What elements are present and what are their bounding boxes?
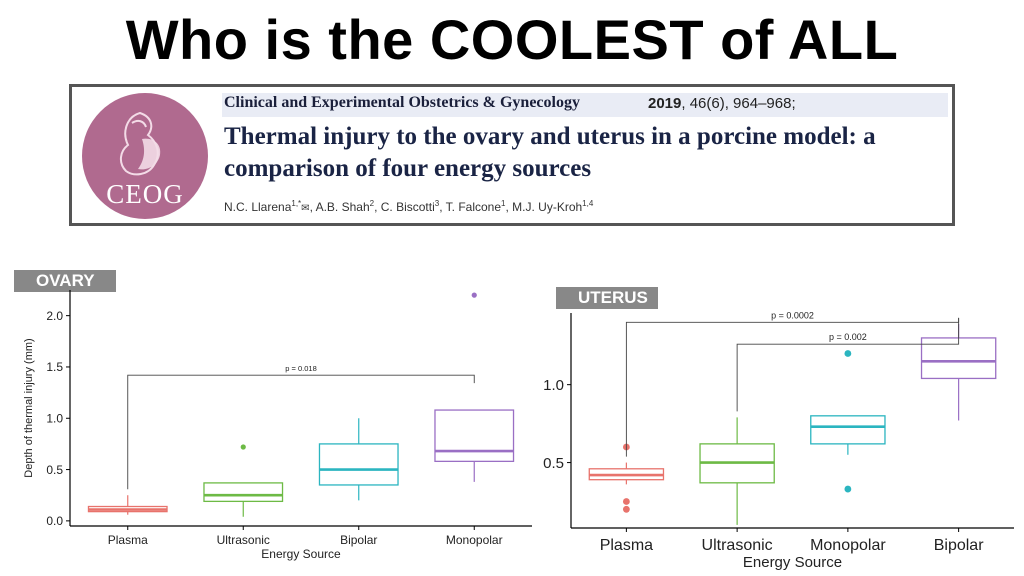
slide-title: Who is the COOLEST of ALL — [125, 8, 899, 71]
x-tick-label: Bipolar — [934, 537, 984, 554]
x-axis-label: Energy Source — [743, 554, 842, 571]
journal-bar — [222, 93, 948, 117]
significance-bracket — [625, 317, 960, 457]
author-name[interactable]: N.C. Llarena — [224, 200, 292, 214]
author-affiliation: 3 — [434, 199, 440, 208]
author-name[interactable]: M.J. Uy-Kroh — [512, 200, 583, 214]
x-tick-label: Monopolar — [446, 533, 503, 547]
uterus-box-plot: 0.5 1.0 Plasma Ultrasonic Monopolar Bipolar p … — [543, 310, 1014, 571]
y-tick-label: 1.0 — [46, 411, 63, 425]
author-affiliation: 1 — [501, 199, 506, 208]
box-outlier — [622, 498, 630, 505]
box-outlier — [844, 350, 852, 357]
x-axis-label: Energy Source — [261, 547, 341, 561]
journal-volume: , 46(6), 964–968; — [681, 95, 796, 112]
x-tick-label: Bipolar — [340, 533, 377, 547]
y-tick-label: 1.5 — [46, 360, 63, 374]
author-affiliation: 1,4 — [582, 199, 594, 208]
author-affiliation: 1,* — [291, 199, 302, 208]
box-outlier — [844, 485, 852, 493]
p-value-label: p = 0.018 — [285, 364, 317, 373]
author-affiliation: 2 — [369, 199, 375, 208]
box-iqr — [434, 409, 515, 463]
box-iqr — [203, 482, 284, 503]
journal-citation: 2019, 46(6), 964–968; — [648, 95, 796, 112]
author-list: N.C. Llarena1,*✉, A.B. Shah2, C. Biscott… — [224, 199, 594, 214]
box-outlier — [622, 505, 630, 513]
paper-title: Thermal injury to the ovary and uterus i… — [224, 123, 876, 182]
y-axis-label: Depth of thermal injury (mm) — [23, 338, 35, 477]
box-outlier — [471, 292, 477, 298]
ovary-chart-title: OVARY — [14, 270, 116, 292]
x-tick-label: Ultrasonic — [702, 537, 773, 554]
y-tick-label: 0.5 — [543, 455, 564, 472]
y-tick-label: 1.0 — [543, 377, 564, 394]
significance-bracket — [127, 374, 475, 490]
x-tick-label: Ultrasonic — [217, 533, 270, 547]
journal-year: 2019 — [648, 95, 682, 112]
box-outlier — [240, 444, 246, 450]
paper-header: CEOG Clinical and Experimental Obstetric… — [69, 84, 955, 226]
y-tick-label: 0.0 — [46, 514, 63, 528]
journal-logo: CEOG — [82, 93, 208, 219]
author-name[interactable]: T. Falcone — [445, 200, 502, 214]
logo-text: CEOG — [106, 179, 184, 209]
significance-bracket — [736, 317, 960, 412]
uterus-chart-title: UTERUS — [556, 287, 658, 309]
journal-name[interactable]: Clinical and Experimental Obstetrics & G… — [224, 94, 580, 111]
logo-figure-icon — [120, 111, 161, 176]
x-tick-label: Plasma — [600, 537, 653, 554]
x-tick-label: Plasma — [108, 533, 148, 547]
ovary-box-plot: 0.0 0.5 1.0 1.5 2.0 Plasma Ultrasonic Bipolar Mo… — [23, 290, 532, 561]
x-tick-label: Monopolar — [810, 537, 886, 554]
author-name[interactable]: C. Biscotti — [380, 200, 435, 214]
y-tick-label: 2.0 — [46, 309, 63, 323]
p-value-label: p = 0.0002 — [771, 310, 814, 320]
envelope-icon[interactable]: ✉ — [301, 203, 310, 214]
p-value-label: p = 0.002 — [829, 332, 867, 342]
box-iqr — [810, 415, 886, 445]
author-name[interactable]: A.B. Shah — [315, 200, 370, 214]
box-iqr — [920, 337, 997, 380]
y-tick-label: 0.5 — [46, 463, 63, 477]
box-iqr — [318, 443, 399, 486]
